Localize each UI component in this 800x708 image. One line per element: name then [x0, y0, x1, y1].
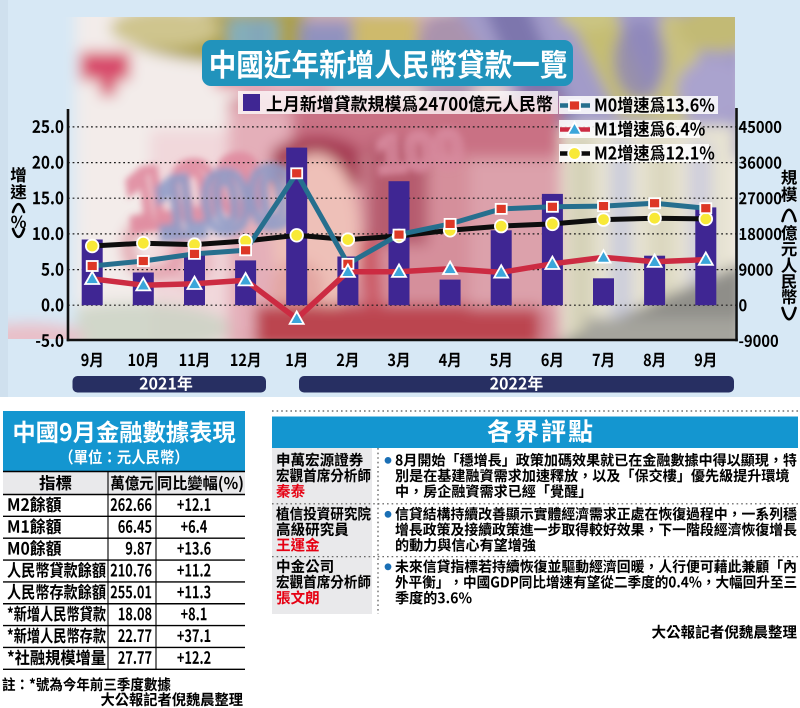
svg-text:100: 100 [374, 120, 465, 185]
